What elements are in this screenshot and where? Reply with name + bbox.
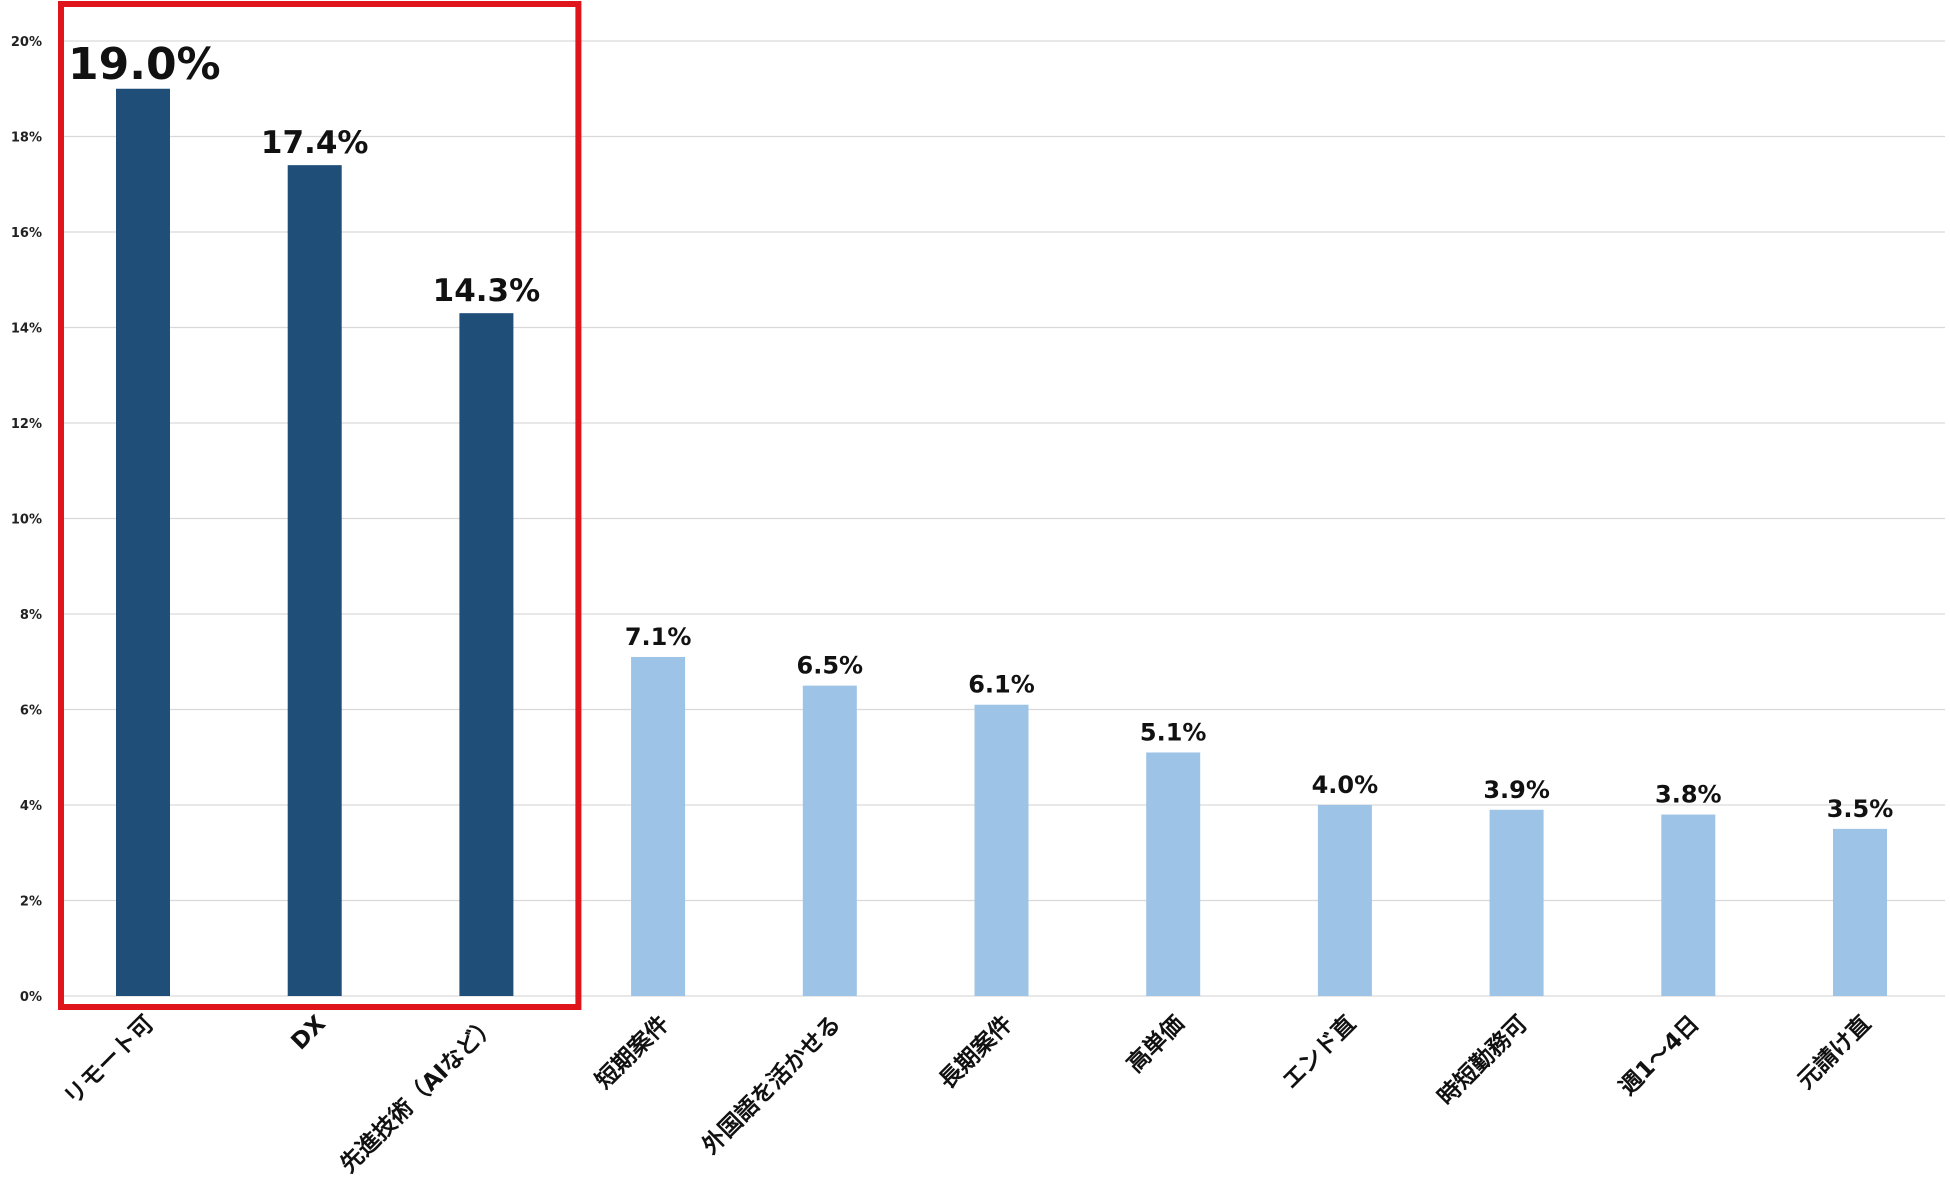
bar <box>631 656 686 996</box>
category-label: 時短勤務可 <box>1432 1010 1532 1110</box>
value-label: 14.3% <box>433 273 541 309</box>
y-tick-label: 4% <box>20 799 42 814</box>
y-tick-label: 10% <box>11 513 42 528</box>
bar <box>1833 828 1887 996</box>
y-tick-label: 12% <box>11 417 42 432</box>
category-label: 外国語を活かせる <box>697 1010 846 1159</box>
value-label: 3.9% <box>1483 776 1550 804</box>
category-label: 週1～4日 <box>1615 1011 1705 1101</box>
bar <box>1317 805 1372 996</box>
bar <box>1146 752 1201 996</box>
bar <box>802 685 857 996</box>
highlight-box <box>58 1 582 1010</box>
bar <box>1489 809 1544 996</box>
y-tick-label: 6% <box>20 704 42 719</box>
value-label: 17.4% <box>261 125 369 161</box>
category-label: 元請け直 <box>1792 1010 1876 1094</box>
bar <box>974 704 1029 996</box>
category-label: 高単価 <box>1122 1010 1190 1078</box>
y-tick-label: 20% <box>11 35 42 50</box>
y-tick-label: 0% <box>20 990 42 1005</box>
value-label: 5.1% <box>1140 718 1207 746</box>
category-label: 短期案件 <box>590 1010 674 1094</box>
bars <box>116 88 1887 996</box>
bar <box>287 165 342 996</box>
value-label: 7.1% <box>625 623 692 651</box>
value-label: 6.1% <box>968 671 1035 699</box>
y-tick-label: 18% <box>11 131 42 146</box>
category-labels: リモート可 DX 先進技術（AIなど） 短期案件 外国語を活かせる 長期案件 高単価 エンド直… <box>60 1010 1877 1178</box>
value-label: 19.0% <box>68 39 221 90</box>
bar <box>116 88 170 996</box>
category-label: DX <box>287 1011 332 1056</box>
bar <box>1661 814 1716 996</box>
value-label: 4.0% <box>1312 771 1379 799</box>
y-tick-label: 2% <box>20 895 42 910</box>
value-labels: 19.0% 17.4% 14.3% 7.1% 6.5% 6.1% 5.1% 4.0% 3.9% 3… <box>68 39 1893 823</box>
y-tick-label: 16% <box>11 226 42 241</box>
y-tick-label: 14% <box>11 322 42 337</box>
highlight-overlay <box>58 1 582 1010</box>
value-label: 6.5% <box>797 652 864 680</box>
value-label: 3.5% <box>1827 795 1894 823</box>
category-label: 長期案件 <box>934 1010 1018 1094</box>
category-label: エンド直 <box>1277 1010 1361 1094</box>
value-label: 3.8% <box>1655 781 1722 809</box>
category-label: 先進技術（AIなど） <box>335 1010 503 1178</box>
bar <box>459 313 514 996</box>
category-label: リモート可 <box>60 1011 160 1111</box>
gridlines <box>60 40 1945 997</box>
y-axis-tick-labels: 0% 2% 4% 6% 8% 10% 12% 14% 16% 18% 20% <box>11 35 42 1005</box>
y-tick-label: 8% <box>20 608 42 623</box>
